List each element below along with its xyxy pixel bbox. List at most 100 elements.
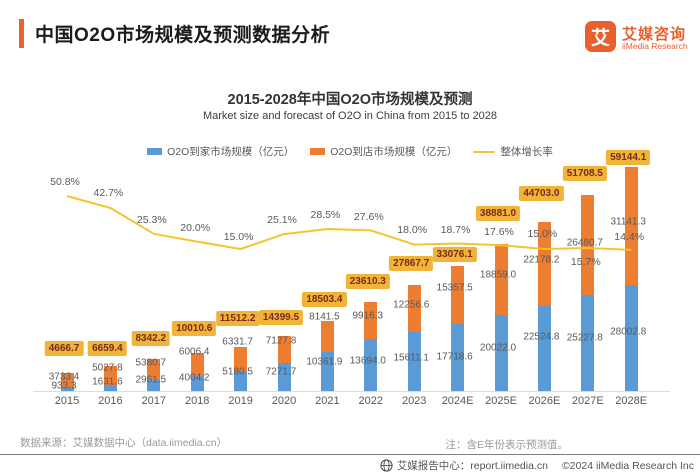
chart-subtitle: Market size and forecast of O2O in China… <box>202 110 498 122</box>
total-value-label: 14399.5 <box>258 310 304 325</box>
bar-segment-home <box>60 387 74 391</box>
growth-rate-label: 15.0% <box>527 228 558 240</box>
year-axis-label: 2025E <box>485 395 517 407</box>
year-axis-label: 2028E <box>615 395 648 407</box>
bar-segment-home <box>234 371 248 391</box>
home-value-label: 22524.8 <box>523 331 560 343</box>
home-value-label: 4004.2 <box>178 372 210 384</box>
store-value-label: 5380.7 <box>135 357 167 369</box>
store-value-label: 12256.6 <box>393 299 430 311</box>
total-value-label: 11512.2 <box>215 311 260 326</box>
bar-segment-store <box>451 265 465 324</box>
home-value-label: 933.3 <box>51 380 77 392</box>
total-value-label: 38881.0 <box>475 206 521 221</box>
legend-swatch-store <box>310 148 326 155</box>
copyright-text: ©2024 iiMedia Research Inc <box>561 459 694 472</box>
legend-item-store: O2O到店市场规模（亿元） <box>310 144 457 159</box>
bar-segment-store <box>320 320 334 352</box>
bar-segment-home <box>407 331 421 391</box>
growth-rate-label: 15.7% <box>570 256 601 268</box>
home-value-label: 13694.0 <box>349 355 386 367</box>
iimedia-logo-icon: 艾 <box>585 21 616 52</box>
growth-rate-label: 17.6% <box>484 226 514 238</box>
bar-segment-store <box>103 365 117 385</box>
home-value-label: 7271.7 <box>265 366 297 378</box>
store-value-label: 3733.4 <box>48 371 80 383</box>
total-value-label: 59144.1 <box>606 150 651 165</box>
data-source-note: 数据来源：艾媒数据中心（data.iimedia.cn） <box>20 437 228 449</box>
bar-segment-home <box>320 351 334 391</box>
home-value-label: 1631.6 <box>92 376 123 388</box>
year-axis-label: 2026E <box>528 395 561 407</box>
bar-segment-home <box>537 305 551 391</box>
total-value-label: 44703.0 <box>519 186 564 201</box>
total-value-label: 4666.7 <box>44 341 84 356</box>
bar-segment-home <box>190 375 204 391</box>
logo-glyph: 艾 <box>590 28 610 49</box>
forecast-note: 注：含E年份表示预测值。 <box>445 439 568 451</box>
year-axis-label: 2019 <box>228 395 253 407</box>
total-value-label: 6659.4 <box>88 341 127 356</box>
bar-segment-home <box>581 295 595 391</box>
total-value-label: 10010.6 <box>172 321 217 336</box>
total-value-label: 23610.3 <box>345 274 390 289</box>
home-value-label: 5180.5 <box>222 366 253 378</box>
growth-rate-label: 14.4% <box>614 231 645 243</box>
year-axis-label: 2018 <box>184 395 210 407</box>
growth-rate-label: 18.0% <box>397 224 428 236</box>
total-value-label: 18503.4 <box>302 292 347 307</box>
year-axis-label: 2016 <box>98 395 123 407</box>
bar-segment-store <box>581 195 595 296</box>
home-value-label: 2961.5 <box>135 374 167 386</box>
growth-rate-label: 27.6% <box>353 211 384 223</box>
bar-segment-store <box>494 243 508 316</box>
year-axis-label: 2024E <box>441 395 474 407</box>
legend-swatch-home <box>147 148 163 155</box>
chart-legend: O2O到家市场规模（亿元） O2O到店市场规模（亿元） 整体增长率 <box>0 144 700 159</box>
year-axis-label: 2017 <box>141 395 167 407</box>
store-value-label: 9916.3 <box>352 310 384 322</box>
total-value-label: 8342.2 <box>131 331 171 346</box>
bar-segment-home <box>624 284 638 391</box>
store-value-label: 6331.7 <box>222 336 253 348</box>
growth-rate-label: 25.1% <box>267 214 297 226</box>
legend-item-growth: 整体增长率 <box>473 144 553 159</box>
legend-label-store: O2O到店市场规模（亿元） <box>330 146 458 158</box>
bar-segment-home <box>451 323 465 391</box>
bar-segment-store <box>190 353 204 376</box>
year-axis-label: 2015 <box>54 395 80 407</box>
brand-name-en: iiMedia Research <box>622 41 688 51</box>
growth-rate-label: 15.0% <box>223 231 254 243</box>
legend-label-growth: 整体增长率 <box>500 146 553 158</box>
growth-rate-label: 50.8% <box>50 176 80 188</box>
total-value-label: 27867.7 <box>389 256 434 271</box>
store-value-label: 8141.5 <box>309 311 340 323</box>
legend-item-home: O2O到家市场规模（亿元） <box>147 144 294 159</box>
year-axis-label: 2027E <box>571 395 604 407</box>
home-value-label: 28002.8 <box>610 326 647 338</box>
growth-rate-label: 18.7% <box>440 224 471 236</box>
bar-segment-home <box>147 379 161 391</box>
globe-icon <box>380 459 393 472</box>
x-axis-line <box>33 391 670 392</box>
bar-segment-store <box>147 359 161 380</box>
growth-rate-label: 20.0% <box>180 222 211 234</box>
chart-title: 2015-2028年中国O2O市场规模及预测 <box>227 92 473 108</box>
bar-segment-home <box>277 363 291 391</box>
bar-segment-home <box>364 339 378 391</box>
year-axis-label: 2020 <box>271 395 297 407</box>
bar-segment-store <box>234 347 248 372</box>
store-value-label: 18859.0 <box>479 269 517 281</box>
bar-segment-home <box>494 315 508 391</box>
bar-segment-store <box>537 221 551 306</box>
total-value-label: 33076.1 <box>432 247 477 262</box>
bar-segment-store <box>60 373 74 388</box>
report-center-item: 艾媒报告中心：report.iimedia.cn <box>380 458 548 473</box>
brand-name-cn: 艾媒咨询 <box>622 26 687 43</box>
title-accent-bar <box>19 19 24 48</box>
total-value-label: 51708.5 <box>562 166 607 181</box>
store-value-label: 15357.5 <box>436 282 473 294</box>
bar-segment-store <box>364 301 378 340</box>
